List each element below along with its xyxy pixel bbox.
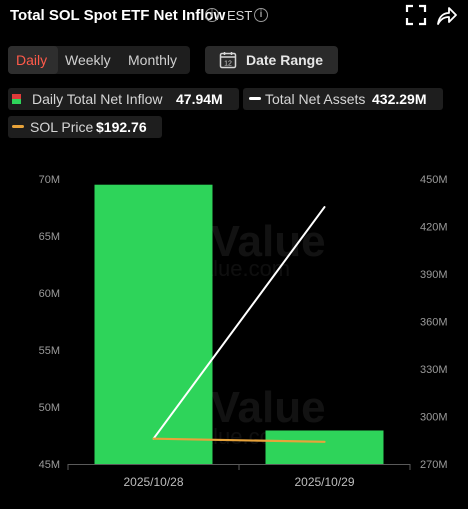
tab-monthly[interactable]: Monthly	[128, 52, 178, 68]
y-left-tick-label: 60M	[39, 288, 60, 300]
period-selector: Daily Weekly Monthly	[8, 46, 190, 74]
chart-title: Total SOL Spot ETF Net Inflow	[10, 7, 226, 24]
legend-swatch-assets	[249, 97, 261, 100]
y-right-tick-label: 450M	[420, 174, 448, 186]
legend-value-inflow: 47.94M	[176, 91, 223, 107]
line-sol-price	[152, 437, 326, 443]
y-right-tick-label: 330M	[420, 364, 448, 376]
x-tick-label: 2025/10/28	[123, 475, 183, 489]
y-left-tick-label: 55M	[39, 345, 60, 357]
date-range-label: Date Range	[246, 52, 324, 68]
legend-value-assets: 432.29M	[372, 91, 427, 107]
legend-swatch-price	[12, 125, 24, 128]
legend-swatch-inflow	[12, 94, 21, 104]
bar-net-inflow	[94, 184, 213, 464]
fullscreen-icon[interactable]	[405, 4, 427, 26]
chart-header: Total SOL Spot ETF Net Inflow i EST i	[0, 0, 468, 34]
legend-label-inflow: Daily Total Net Inflow	[32, 91, 163, 107]
chart-svg[interactable]: SoValuevalue.comSoValuevalue.com45M50M55…	[0, 160, 468, 504]
share-icon[interactable]	[435, 4, 457, 26]
calendar-icon: 12	[219, 51, 237, 74]
y-left-tick-label: 50M	[39, 402, 60, 414]
x-tick-label: 2025/10/29	[294, 475, 354, 489]
y-right-tick-label: 420M	[420, 222, 448, 234]
y-left-tick-label: 70M	[39, 174, 60, 186]
legend-label-price: SOL Price	[30, 119, 94, 135]
y-left-tick-label: 65M	[39, 231, 60, 243]
calendar-icon-number: 12	[224, 61, 232, 68]
y-left-tick-label: 45M	[39, 459, 60, 471]
timezone-info-icon[interactable]: i	[254, 8, 268, 22]
date-range-button[interactable]: 12 Date Range	[205, 46, 338, 74]
bar-net-inflow	[265, 430, 384, 464]
legend-item-inflow[interactable]: Daily Total Net Inflow 47.94M	[8, 88, 239, 110]
legend-item-assets[interactable]: Total Net Assets 432.29M	[243, 88, 443, 110]
y-right-tick-label: 300M	[420, 412, 448, 424]
timezone-label: EST	[227, 8, 253, 23]
active-tab-background	[8, 46, 58, 74]
y-right-tick-label: 270M	[420, 459, 448, 471]
info-icon[interactable]: i	[205, 8, 219, 22]
line-total-net-assets	[152, 206, 326, 440]
legend-value-price: $192.76	[96, 119, 147, 135]
tab-daily[interactable]: Daily	[16, 52, 48, 68]
legend-item-price[interactable]: SOL Price $192.76	[8, 116, 162, 138]
tab-weekly[interactable]: Weekly	[65, 52, 111, 68]
y-right-tick-label: 360M	[420, 317, 448, 329]
chart-area[interactable]: SoValue value.com SoValue value.com 45M 50M 55…	[0, 160, 468, 504]
y-right-tick-label: 390M	[420, 269, 448, 281]
legend-label-assets: Total Net Assets	[265, 91, 366, 107]
